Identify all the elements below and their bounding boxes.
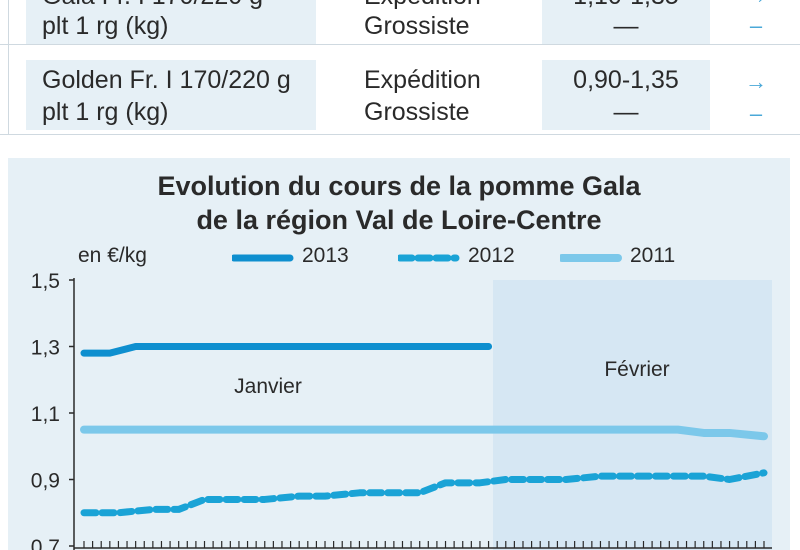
product-cell-bg: [26, 0, 316, 44]
price-range: 0,90-1,35: [573, 66, 679, 94]
trend-dash-icon: –: [749, 101, 763, 126]
price-range: —: [613, 98, 639, 126]
trend-arrow-icon: →: [745, 69, 767, 94]
price-cell-bg: [542, 0, 710, 44]
product-packaging: plt 1 rg (kg): [42, 98, 169, 126]
price-range: —: [613, 12, 639, 40]
product-cell-bg: [26, 60, 316, 130]
market-stage: Grossiste: [364, 98, 470, 126]
y-tick-label: 0,9: [31, 470, 60, 493]
legend-swatch-2013: [232, 254, 294, 262]
y-tick-label: 0,7: [31, 536, 60, 550]
legend-swatch-2012: [398, 254, 460, 262]
legend-label: 2013: [302, 244, 349, 267]
y-tick-label: 1,1: [31, 403, 60, 426]
price-cell-bg: [542, 60, 710, 130]
y-axis-unit: en €/kg: [78, 244, 147, 267]
trend-dash-icon: –: [749, 13, 763, 38]
price-table: Gala Fr. I 170/220 g plt 1 rg (kg) Expéd…: [0, 0, 800, 140]
chart-subtitle: de la région Val de Loire-Centre: [196, 205, 602, 235]
product-name: Golden Fr. I 170/220 g: [42, 66, 291, 94]
table-left-rule: [8, 0, 9, 134]
market-stage: Expédition: [364, 66, 481, 94]
market-stage: Grossiste: [364, 12, 470, 40]
series-line-2012: [80, 469, 768, 517]
period-label-janvier: Janvier: [234, 375, 302, 398]
row-divider: [0, 134, 800, 135]
chart-title: Evolution du cours de la pomme Gala: [157, 171, 641, 201]
january-region: [74, 280, 493, 550]
february-region: [492, 280, 772, 550]
legend-label: 2011: [630, 244, 676, 267]
price-range: 1,10-1,35: [542, 0, 710, 12]
legend-swatch-2011: [560, 254, 622, 262]
row-divider: [0, 44, 800, 45]
trend-arrow-icon: →: [726, 0, 786, 12]
product-packaging: plt 1 rg (kg): [42, 12, 169, 40]
period-label-fevrier: Février: [604, 358, 669, 381]
y-tick-label: 1,5: [31, 270, 60, 293]
series-line-2013: [80, 343, 493, 357]
legend-label: 2012: [468, 244, 515, 267]
series-line-2011: [80, 425, 768, 441]
product-name: Gala Fr. I 170/220 g: [42, 0, 263, 12]
y-tick-label: 1,3: [31, 337, 60, 360]
market-stage: Expédition: [364, 0, 481, 12]
